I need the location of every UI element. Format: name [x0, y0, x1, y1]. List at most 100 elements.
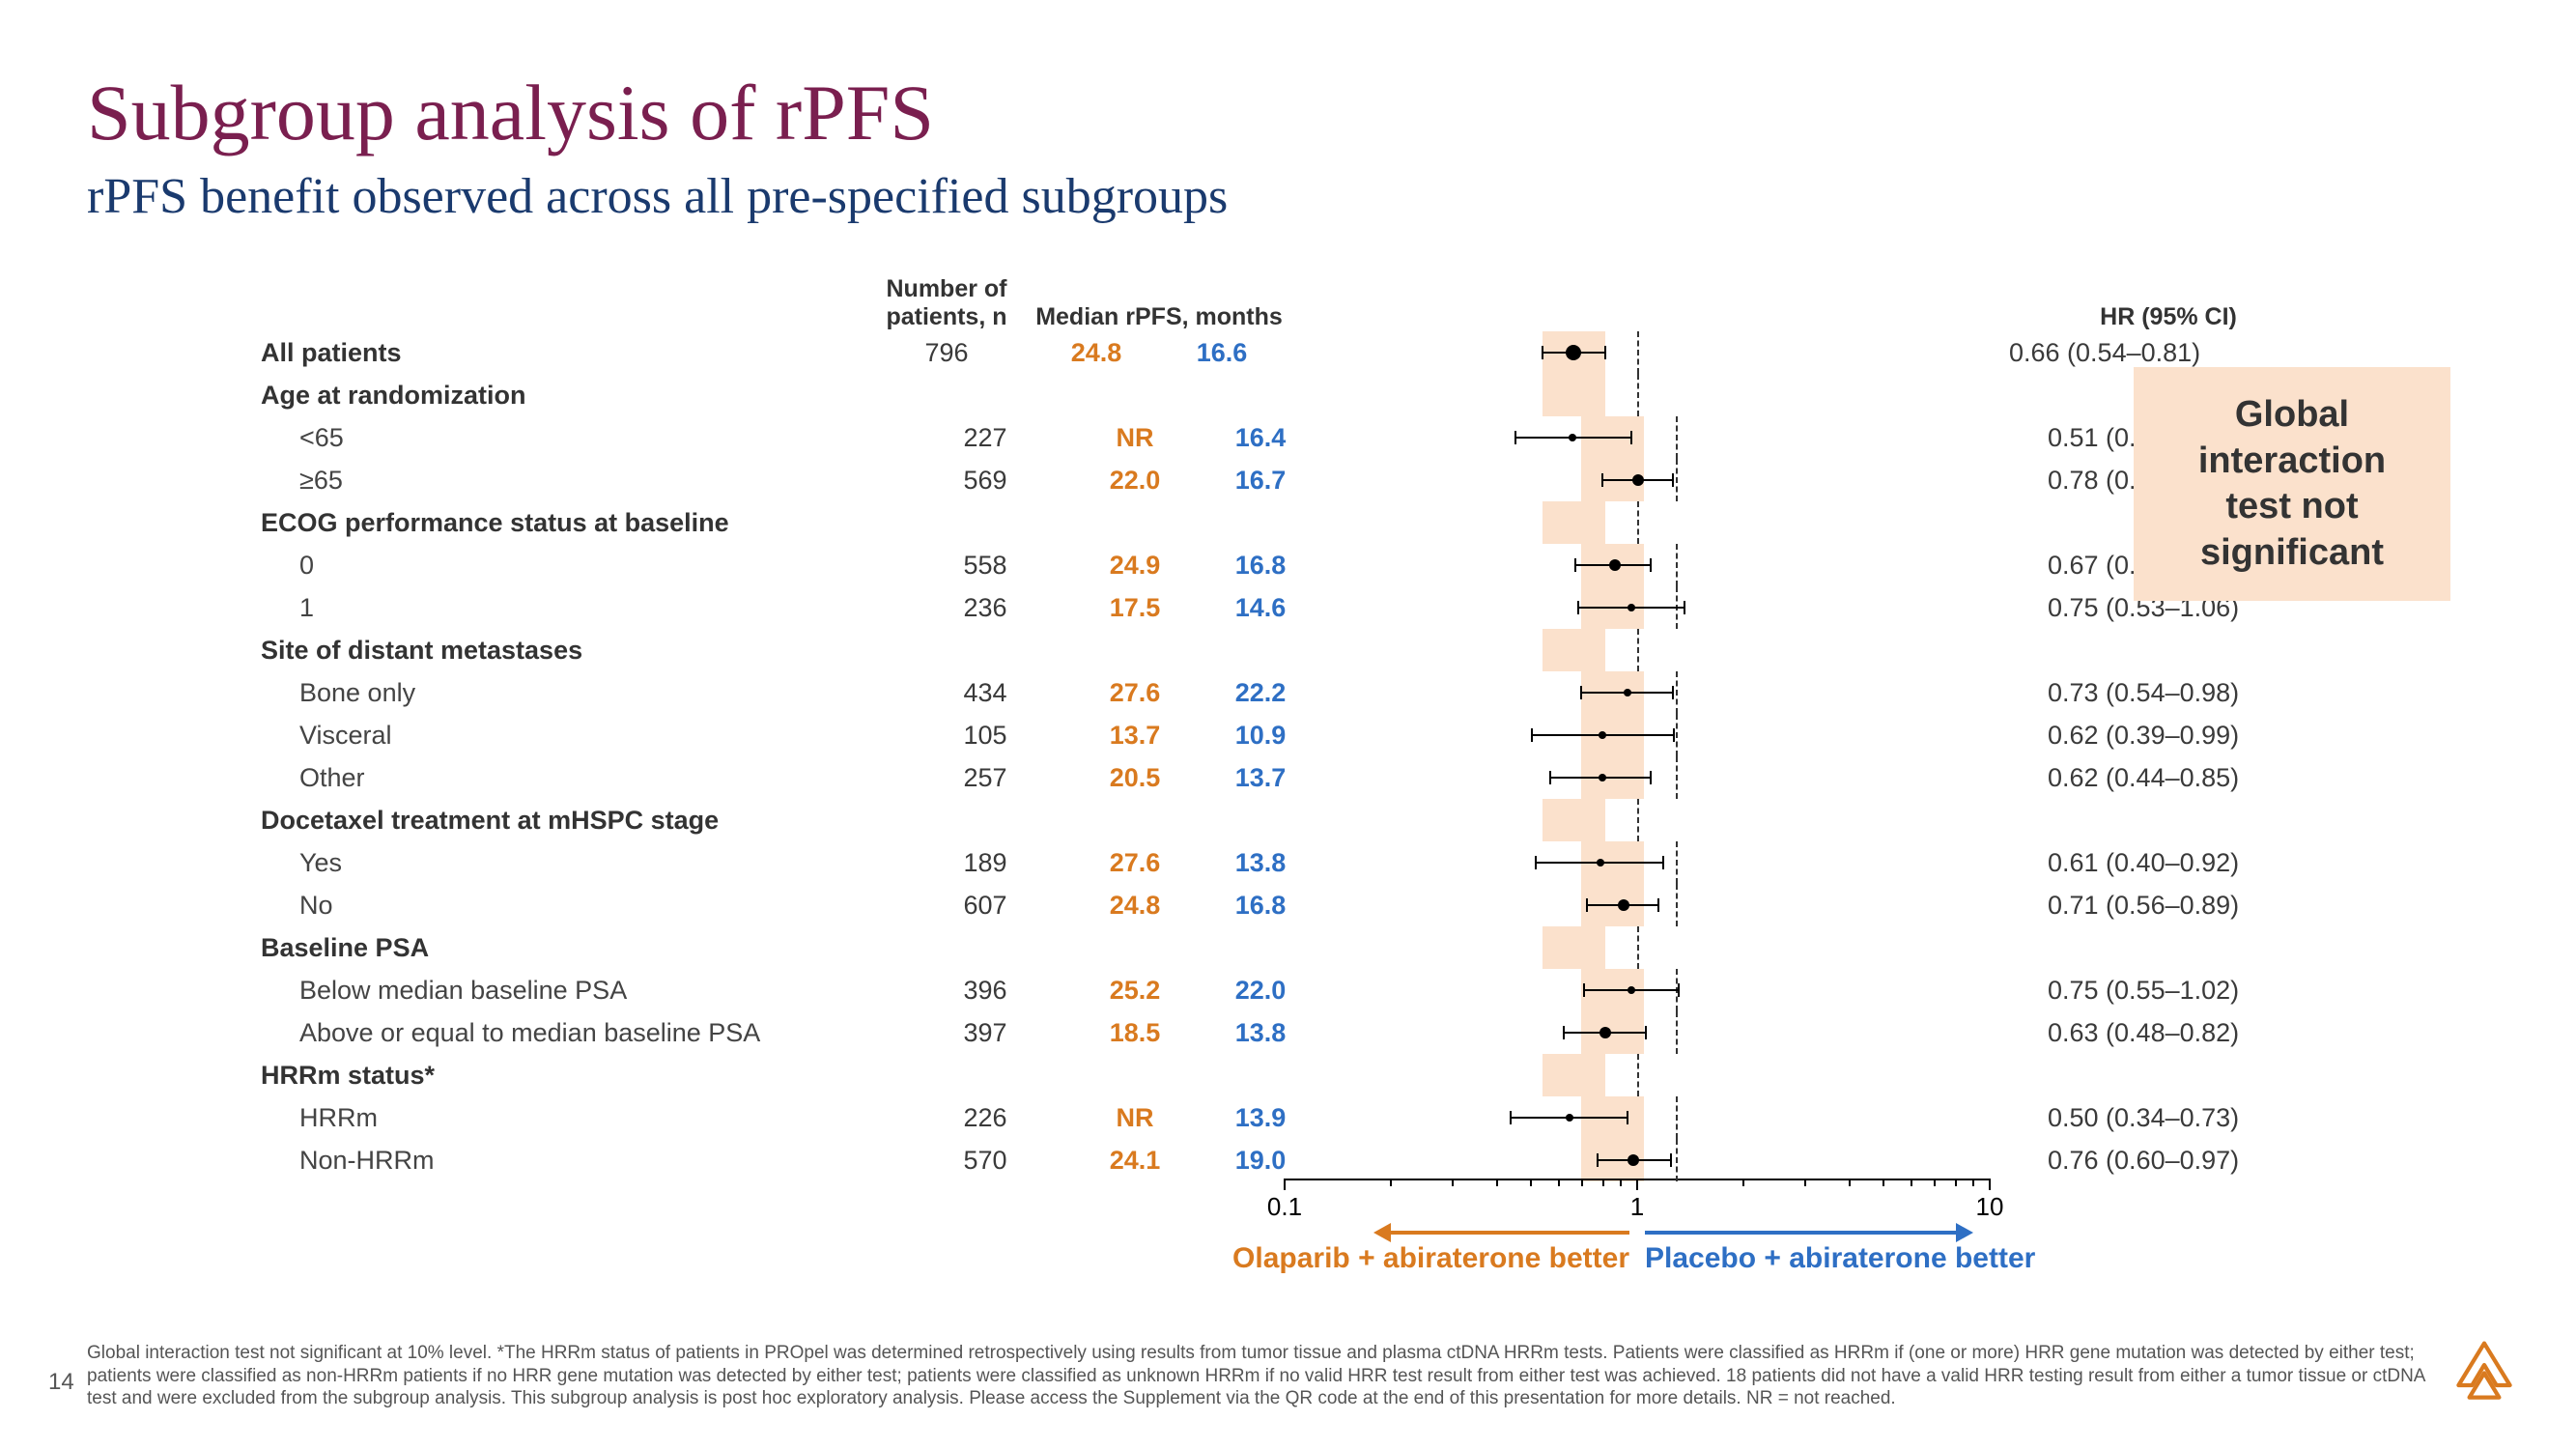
row-plot — [1323, 586, 2028, 629]
row-plot — [1285, 331, 1990, 374]
row-n: 397 — [898, 1018, 1072, 1048]
row-hr: 0.62 (0.39–0.99) — [2028, 721, 2366, 751]
row-plot — [1323, 714, 2028, 756]
row-label: 0 — [261, 551, 898, 581]
data-row: Above or equal to median baseline PSA397… — [261, 1011, 2489, 1054]
row-hr: 0.66 (0.54–0.81) — [1990, 338, 2328, 368]
row-hr: 0.61 (0.40–0.92) — [2028, 848, 2366, 878]
callout-text: Global interaction test not significant — [2198, 394, 2386, 573]
row-label: All patients — [261, 338, 860, 368]
row-n: 569 — [898, 466, 1072, 496]
data-row: Visceral10513.710.90.62 (0.39–0.99) — [261, 714, 2489, 756]
row-median-control: 19.0 — [1198, 1146, 1323, 1176]
row-median-control: 13.8 — [1198, 1018, 1323, 1048]
row-median-control: 13.9 — [1198, 1103, 1323, 1133]
group-row: Baseline PSA — [261, 926, 2489, 969]
row-n: 434 — [898, 678, 1072, 708]
row-n: 227 — [898, 423, 1072, 453]
group-row: Site of distant metastases — [261, 629, 2489, 671]
row-hr: 0.73 (0.54–0.98) — [2028, 678, 2366, 708]
row-label: No — [261, 891, 898, 921]
row-plot — [1323, 756, 2028, 799]
row-label: Yes — [261, 848, 898, 878]
row-plot — [1285, 501, 1990, 544]
direction-right-label: Placebo + abiraterone better — [1645, 1242, 2035, 1275]
header-n: Number of patients, n — [860, 275, 1033, 331]
row-plot — [1323, 416, 2028, 459]
data-row: HRRm226NR13.9 0.50 (0.34–0.73) — [261, 1096, 2489, 1139]
row-hr: 0.76 (0.60–0.97) — [2028, 1146, 2366, 1176]
row-label: Site of distant metastases — [261, 636, 860, 666]
row-median-control: 13.7 — [1198, 763, 1323, 793]
row-n: 236 — [898, 593, 1072, 623]
row-plot — [1285, 374, 1990, 416]
row-plot — [1323, 884, 2028, 926]
row-label: Non-HRRm — [261, 1146, 898, 1176]
header-median: Median rPFS, months — [1033, 303, 1285, 331]
row-label: ECOG performance status at baseline — [261, 508, 860, 538]
row-n: 558 — [898, 551, 1072, 581]
row-label: 1 — [261, 593, 898, 623]
row-plot — [1323, 544, 2028, 586]
footnote-text: Global interaction test not significant … — [87, 1342, 2441, 1410]
row-median-treatment: 24.8 — [1072, 891, 1198, 921]
row-median-treatment: 24.9 — [1072, 551, 1198, 581]
row-plot — [1285, 629, 1990, 671]
row-median-treatment: 24.1 — [1072, 1146, 1198, 1176]
row-label: HRRm — [261, 1103, 898, 1133]
row-plot — [1323, 969, 2028, 1011]
row-median-treatment: 22.0 — [1072, 466, 1198, 496]
row-label: Docetaxel treatment at mHSPC stage — [261, 806, 860, 836]
header-row: Number of patients, n Median rPFS, month… — [261, 264, 2489, 331]
row-median-treatment: NR — [1072, 1103, 1198, 1133]
slide-title: Subgroup analysis of rPFS — [87, 68, 2489, 158]
row-hr: 0.63 (0.48–0.82) — [2028, 1018, 2366, 1048]
row-label: Bone only — [261, 678, 898, 708]
data-row: Yes18927.613.80.61 (0.40–0.92) — [261, 841, 2489, 884]
data-row: Bone only43427.622.20.73 (0.54–0.98) — [261, 671, 2489, 714]
row-n: 226 — [898, 1103, 1072, 1133]
row-plot — [1285, 799, 1990, 841]
slide-subtitle: rPFS benefit observed across all pre-spe… — [87, 168, 2489, 225]
row-median-control: 16.7 — [1198, 466, 1323, 496]
row-median-control: 22.2 — [1198, 678, 1323, 708]
row-label: Below median baseline PSA — [261, 976, 898, 1006]
row-median-control: 16.8 — [1198, 891, 1323, 921]
row-n: 607 — [898, 891, 1072, 921]
row-hr: 0.71 (0.56–0.89) — [2028, 891, 2366, 921]
row-label: Visceral — [261, 721, 898, 751]
header-hr: HR (95% CI) — [1990, 303, 2328, 331]
row-label: HRRm status* — [261, 1061, 860, 1091]
direction-left-label: Olaparib + abiraterone better — [1232, 1242, 1629, 1275]
axis-row: 0.1110 — [261, 1181, 2489, 1224]
row-plot — [1323, 459, 2028, 501]
page-number: 14 — [48, 1369, 74, 1396]
row-n: 570 — [898, 1146, 1072, 1176]
row-hr: 0.62 (0.44–0.85) — [2028, 763, 2366, 793]
group-row: Docetaxel treatment at mHSPC stage — [261, 799, 2489, 841]
data-row: Other25720.513.70.62 (0.44–0.85) — [261, 756, 2489, 799]
row-plot — [1323, 1096, 2028, 1139]
row-median-control: 14.6 — [1198, 593, 1323, 623]
slide: Subgroup analysis of rPFS rPFS benefit o… — [0, 0, 2576, 1449]
row-label: ≥65 — [261, 466, 898, 496]
data-row: Below median baseline PSA39625.222.00.75… — [261, 969, 2489, 1011]
direction-row: Olaparib + abiraterone betterPlacebo + a… — [261, 1224, 2489, 1266]
row-plot — [1323, 1139, 2028, 1181]
row-plot — [1323, 1011, 2028, 1054]
row-n: 796 — [860, 338, 1033, 368]
row-n: 189 — [898, 848, 1072, 878]
data-row: Non-HRRm57024.119.0 0.76 (0.60–0.97) — [261, 1139, 2489, 1181]
row-median-control: 16.4 — [1198, 423, 1323, 453]
row-n: 105 — [898, 721, 1072, 751]
row-hr: 0.50 (0.34–0.73) — [2028, 1103, 2366, 1133]
row-plot — [1285, 1054, 1990, 1096]
data-row: No60724.816.8 0.71 (0.56–0.89) — [261, 884, 2489, 926]
row-median-treatment: 17.5 — [1072, 593, 1198, 623]
row-label: Age at randomization — [261, 381, 860, 411]
row-median-treatment: 27.6 — [1072, 848, 1198, 878]
row-median-treatment: NR — [1072, 423, 1198, 453]
row-plot — [1285, 926, 1990, 969]
row-median-treatment: 13.7 — [1072, 721, 1198, 751]
row-n: 396 — [898, 976, 1072, 1006]
